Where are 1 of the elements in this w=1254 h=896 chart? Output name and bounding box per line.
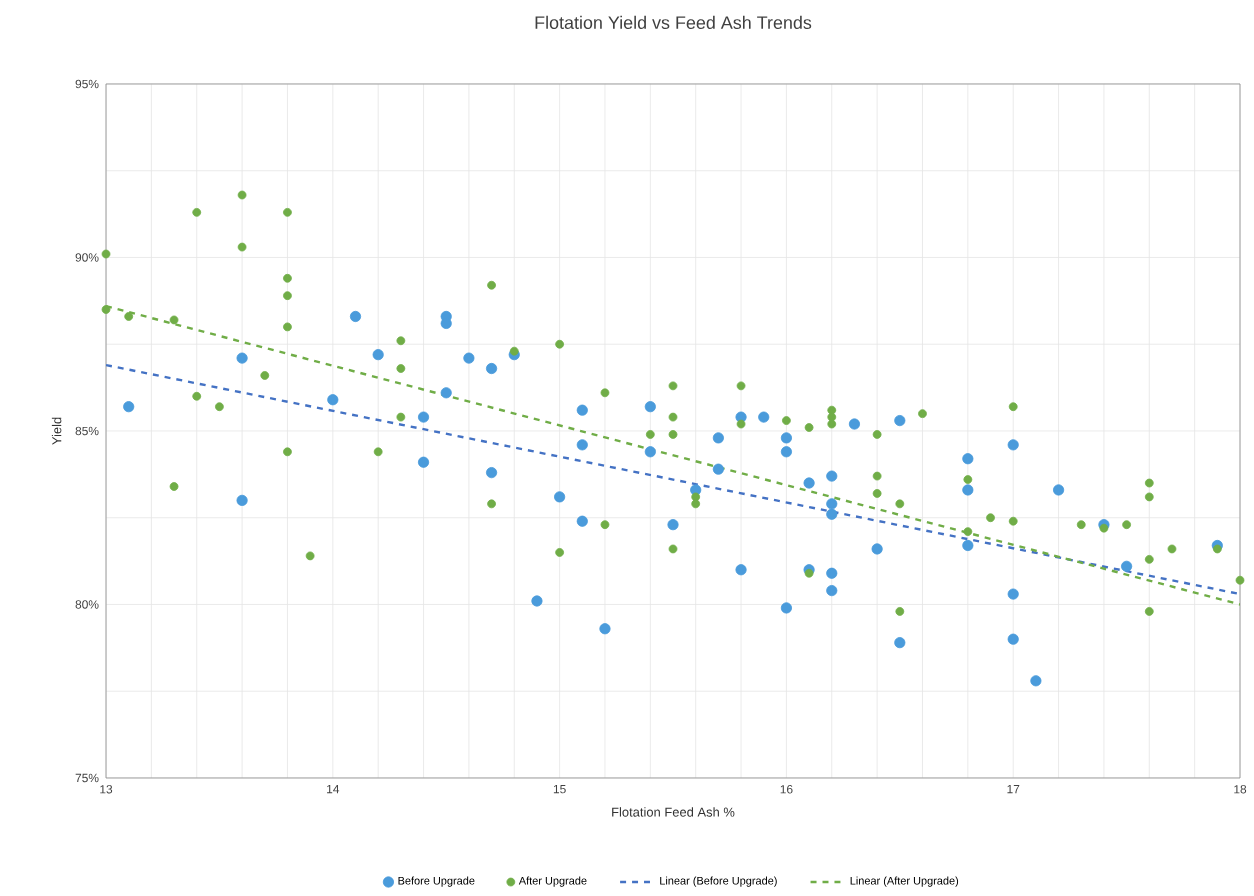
chart-title: Flotation Yield vs Feed Ash Trends <box>535 16 812 30</box>
